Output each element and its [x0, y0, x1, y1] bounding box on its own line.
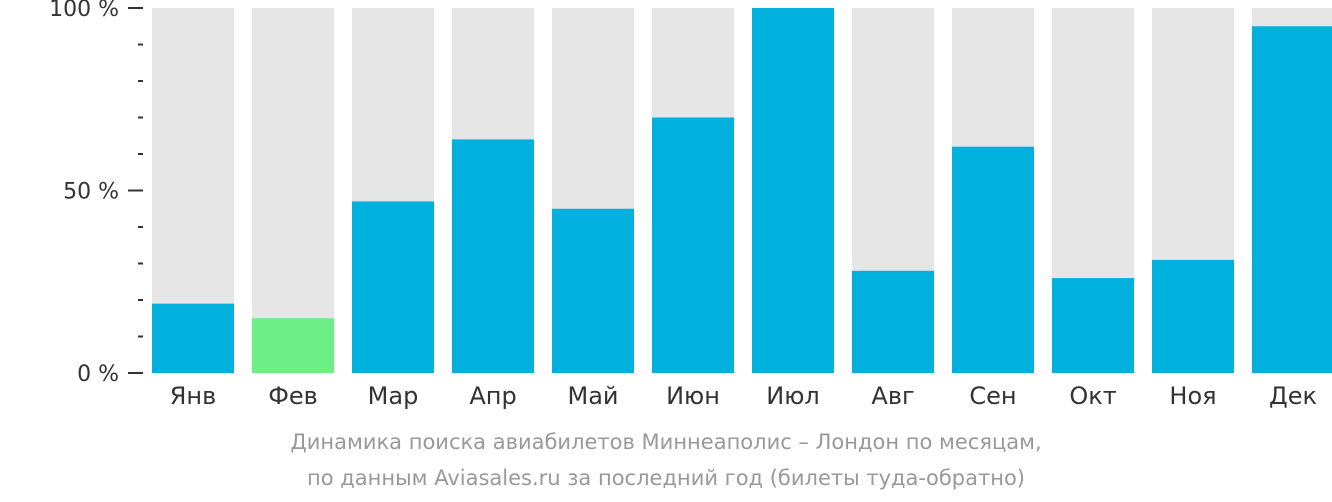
bar-chart: 0 % 50 % 100 % Янв Фев Мар Апр Май Июн Июл Авг Сен О…: [49, 0, 1332, 410]
x-category-label: Ноя: [1169, 382, 1216, 410]
y-tick-label: 100 %: [49, 0, 119, 22]
bar-6: [652, 117, 734, 373]
x-category-label: Июл: [766, 382, 820, 410]
bar-1: [152, 303, 234, 373]
bar-10: [1052, 278, 1134, 373]
bar-background: [252, 8, 334, 373]
bar-7: [752, 8, 834, 373]
chart-caption-line-2: по данным Aviasales.ru за последний год …: [307, 466, 1025, 490]
x-category-label: Сен: [969, 382, 1016, 410]
x-category-label: Май: [567, 382, 618, 410]
x-category-label: Апр: [469, 382, 516, 410]
bar-4: [452, 139, 534, 373]
bar-3: [352, 201, 434, 373]
x-category-label: Дек: [1269, 382, 1317, 410]
bar-2: [252, 318, 334, 373]
x-category-label: Июн: [666, 382, 720, 410]
bar-9: [952, 146, 1034, 373]
x-category-label: Янв: [170, 382, 217, 410]
y-tick-label: 0 %: [77, 362, 119, 387]
x-category-label: Мар: [368, 382, 419, 410]
bar-8: [852, 270, 934, 373]
x-category-label: Окт: [1069, 382, 1116, 410]
bar-5: [552, 208, 634, 373]
x-category-label: Фев: [268, 382, 318, 410]
bar-12: [1252, 26, 1332, 373]
x-category-label: Авг: [871, 382, 914, 410]
y-tick-label: 50 %: [63, 180, 119, 205]
chart-caption-line-1: Динамика поиска авиабилетов Миннеаполис …: [290, 430, 1042, 454]
bar-11: [1152, 259, 1234, 373]
